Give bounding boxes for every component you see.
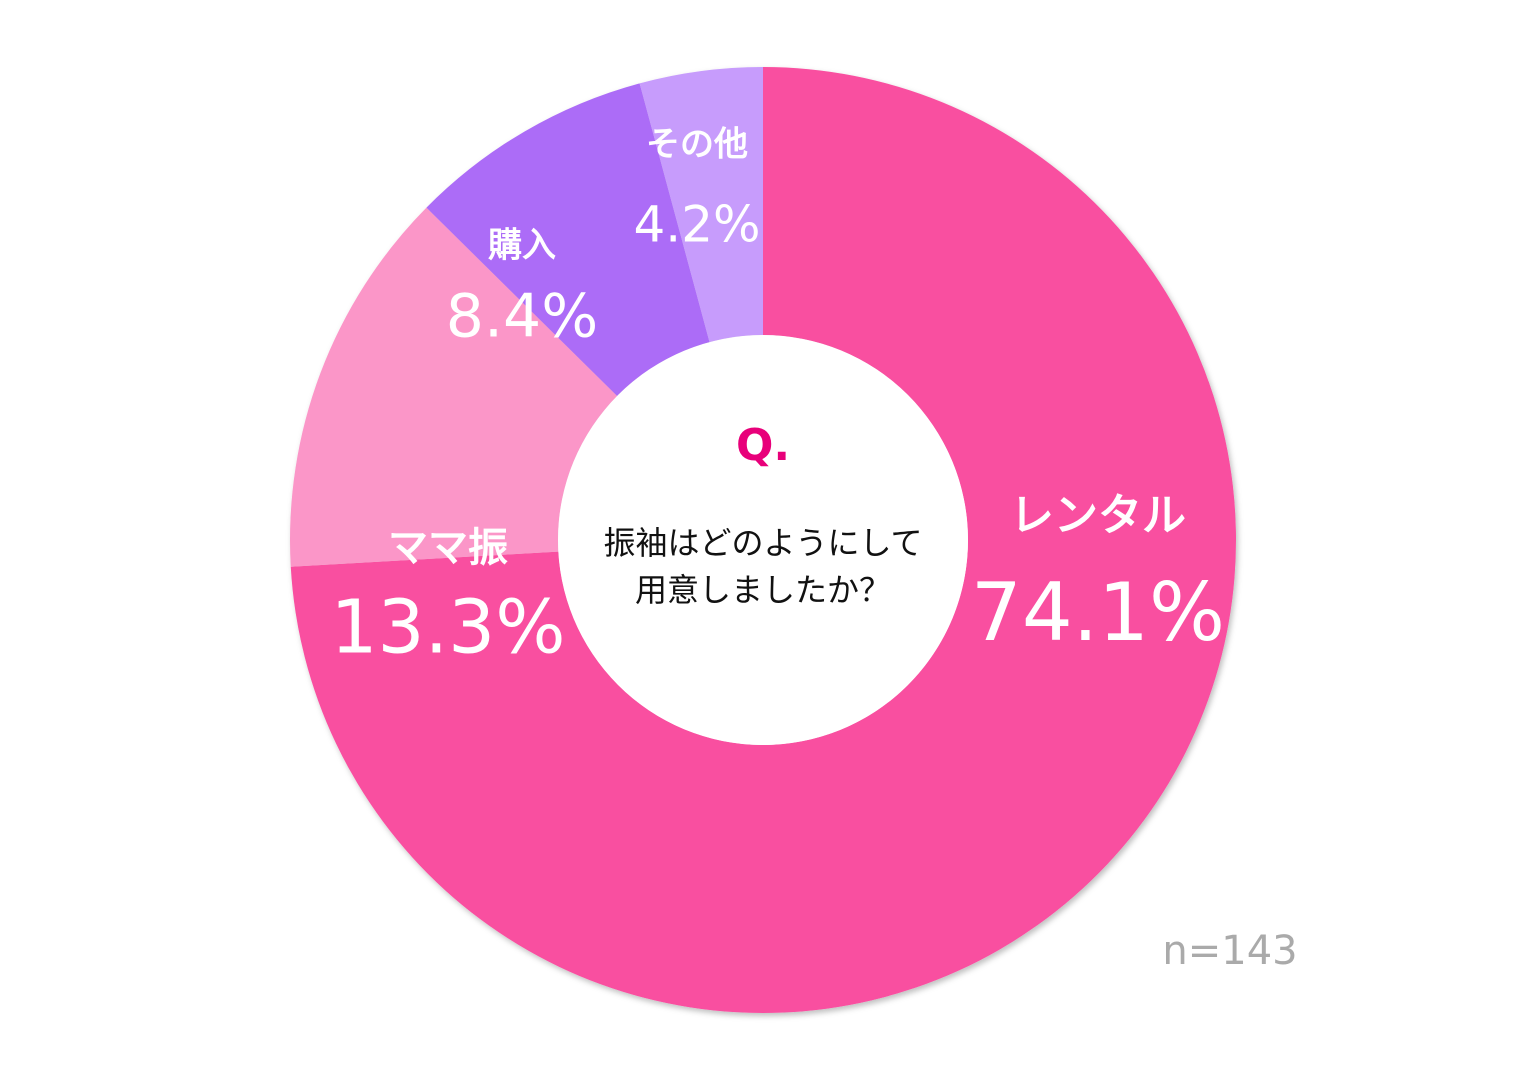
center-text: 振袖はどのようにして — [603, 524, 922, 562]
donut — [290, 67, 1236, 1013]
slice — [290, 207, 618, 567]
slice — [426, 83, 710, 396]
slice-label: 購入 — [488, 226, 556, 266]
slice-label: レンタル — [1010, 490, 1186, 541]
slice — [290, 67, 1236, 1013]
value-label: 4.2% — [633, 196, 760, 254]
center-text: 用意しましたか？ — [635, 571, 891, 609]
slice — [639, 67, 763, 343]
slice-label: その他 — [646, 125, 748, 165]
center-label: Q. — [736, 420, 790, 471]
value-label: 8.4% — [446, 282, 598, 352]
donut-hole — [558, 335, 968, 745]
value-label: 13.3% — [330, 585, 565, 671]
slice-label: ママ振 — [388, 525, 508, 571]
value-label: 74.1% — [971, 566, 1225, 659]
sample-note: n=143 — [1162, 928, 1297, 974]
